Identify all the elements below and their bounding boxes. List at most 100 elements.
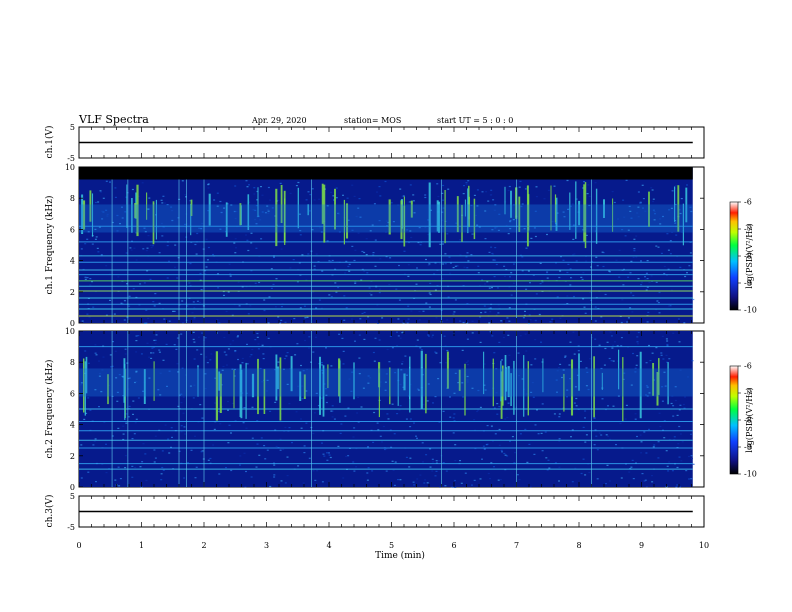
- noise-speck: [282, 368, 285, 370]
- noise-speck: [318, 198, 321, 200]
- noise-speck: [209, 359, 212, 361]
- noise-speck: [261, 194, 264, 196]
- noise-speck: [256, 199, 259, 201]
- noise-speck: [150, 357, 153, 359]
- noise-speck: [452, 432, 455, 434]
- noise-speck: [569, 223, 572, 226]
- noise-speck: [131, 465, 134, 467]
- noise-speck: [87, 397, 90, 399]
- noise-speck: [553, 185, 556, 187]
- noise-speck: [81, 320, 84, 322]
- noise-speck: [667, 249, 670, 251]
- noise-speck: [395, 288, 398, 290]
- noise-speck: [525, 393, 528, 395]
- noise-speck: [473, 194, 476, 196]
- noise-speck: [269, 199, 272, 201]
- noise-speck: [193, 307, 196, 309]
- noise-speck: [126, 283, 128, 285]
- noise-speck: [658, 312, 661, 314]
- noise-speck: [564, 356, 567, 358]
- noise-speck: [650, 187, 653, 189]
- noise-speck: [245, 427, 248, 429]
- noise-speck: [193, 318, 196, 320]
- noise-speck: [622, 378, 625, 380]
- noise-speck: [323, 383, 326, 385]
- noise-speck: [135, 232, 138, 234]
- noise-speck: [649, 360, 652, 362]
- noise-speck: [308, 457, 311, 459]
- noise-speck: [176, 337, 179, 339]
- noise-speck: [371, 470, 374, 472]
- noise-speck: [573, 402, 576, 404]
- noise-speck: [662, 215, 664, 218]
- noise-speck: [453, 420, 456, 422]
- noise-speck: [284, 482, 287, 484]
- noise-speck: [295, 185, 298, 187]
- noise-speck: [518, 186, 521, 188]
- noise-speck: [367, 446, 369, 448]
- noise-speck: [225, 467, 227, 469]
- noise-speck: [477, 409, 480, 411]
- noise-speck: [229, 343, 232, 345]
- noise-speck: [513, 462, 516, 464]
- y-tick-label: 2: [70, 452, 75, 461]
- noise-speck: [401, 361, 404, 363]
- noise-speck: [406, 322, 409, 324]
- noise-speck: [243, 452, 246, 454]
- noise-speck: [374, 337, 377, 339]
- noise-speck: [267, 212, 270, 214]
- noise-speck: [283, 358, 286, 360]
- noise-speck: [114, 187, 117, 189]
- noise-speck: [449, 272, 452, 274]
- noise-speck: [488, 307, 491, 309]
- noise-speck: [213, 199, 216, 201]
- noise-speck: [255, 466, 258, 468]
- noise-speck: [408, 241, 411, 244]
- noise-speck: [690, 455, 693, 457]
- y-tick-label: 8: [70, 358, 75, 367]
- noise-speck: [640, 260, 642, 262]
- noise-speck: [312, 291, 315, 293]
- noise-speck: [546, 277, 549, 279]
- noise-speck: [687, 376, 689, 378]
- noise-speck: [263, 299, 266, 301]
- noise-speck: [154, 457, 157, 459]
- noise-speck: [679, 404, 682, 406]
- noise-speck: [497, 312, 500, 314]
- emission-band: [79, 204, 693, 233]
- noise-speck: [246, 343, 248, 345]
- noise-speck: [635, 256, 638, 258]
- noise-speck: [409, 201, 412, 203]
- noise-speck: [289, 267, 292, 269]
- noise-speck: [620, 321, 623, 324]
- noise-speck: [339, 432, 342, 434]
- noise-speck: [135, 371, 138, 373]
- noise-speck: [367, 467, 370, 469]
- noise-speck: [549, 321, 552, 323]
- noise-speck: [434, 262, 437, 264]
- noise-speck: [205, 356, 208, 358]
- noise-speck: [237, 358, 239, 361]
- noise-speck: [569, 341, 572, 343]
- ch1-waveform-ylabel: ch.1(V): [44, 126, 55, 159]
- noise-speck: [260, 186, 262, 188]
- noise-speck: [234, 238, 237, 240]
- noise-speck: [446, 319, 449, 321]
- noise-speck: [396, 331, 398, 333]
- noise-speck: [344, 415, 347, 417]
- noise-speck: [376, 304, 379, 306]
- noise-speck: [630, 384, 633, 386]
- noise-speck: [142, 390, 145, 392]
- noise-speck: [534, 235, 537, 238]
- noise-speck: [648, 344, 650, 347]
- noise-speck: [508, 307, 511, 309]
- noise-speck: [267, 209, 270, 211]
- noise-speck: [685, 470, 688, 472]
- noise-speck: [566, 295, 569, 297]
- noise-speck: [199, 272, 202, 275]
- noise-speck: [644, 210, 647, 212]
- noise-speck: [665, 450, 668, 452]
- noise-speck: [572, 224, 575, 226]
- y-tick-label: -5: [67, 154, 75, 163]
- noise-speck: [659, 425, 662, 428]
